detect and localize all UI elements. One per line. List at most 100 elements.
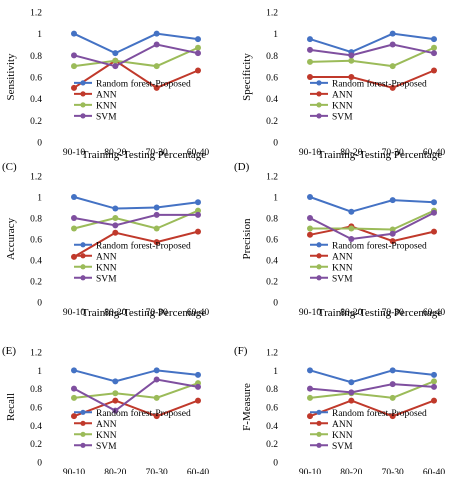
- y-tick-label: 1: [273, 194, 278, 204]
- series-line: [309, 225, 435, 243]
- data-point: [71, 52, 77, 59]
- y-tick-label: 0: [37, 139, 42, 149]
- data-point: [348, 397, 355, 404]
- legend-marker: [80, 409, 86, 415]
- series-line: [73, 46, 199, 68]
- data-point: [153, 367, 160, 374]
- data-point: [307, 394, 313, 401]
- legend-label: ANN: [96, 420, 117, 430]
- data-point: [307, 413, 313, 420]
- data-point: [153, 63, 160, 70]
- data-point: [71, 394, 77, 401]
- legend-label: Random forest-Proposed: [96, 240, 191, 251]
- data-point: [112, 378, 119, 385]
- y-tick-label: 1: [37, 30, 42, 40]
- x-tick-label: 80-20: [104, 148, 126, 158]
- data-point: [195, 199, 201, 206]
- legend-label: KNN: [96, 101, 117, 111]
- legend-marker: [80, 113, 86, 119]
- series-line: [309, 43, 435, 57]
- data-point: [348, 74, 355, 80]
- legend-marker: [80, 80, 86, 86]
- legend-label: KNN: [332, 263, 353, 273]
- data-point: [112, 390, 119, 397]
- y-tick-label: 0.2: [30, 278, 42, 288]
- data-point: [389, 394, 396, 401]
- legend-label: SVM: [332, 112, 353, 122]
- y-tick-label: 1.2: [266, 9, 278, 19]
- legend-label: SVM: [332, 442, 353, 452]
- series-line: [309, 211, 435, 241]
- data-point: [112, 407, 119, 414]
- y-axis-label: Recall: [5, 393, 17, 421]
- y-axis-label: Accuracy: [5, 217, 17, 260]
- data-point: [112, 222, 119, 229]
- x-axis-label: Training-Testing Percentage: [82, 307, 206, 319]
- series-line: [309, 380, 435, 399]
- y-tick-label: 0.4: [266, 95, 278, 105]
- panel-3: (C) 0 0.2 0.4 0.6 0.8 1 1.2 Accuracy 90-10 80-20 70…: [2, 161, 209, 319]
- x-tick-label: 70-30: [382, 468, 404, 474]
- x-tick-label: 90-10: [299, 148, 321, 158]
- data-point: [195, 50, 201, 57]
- data-point: [389, 367, 396, 374]
- y-tick-label: 0.8: [266, 385, 278, 395]
- data-point: [153, 204, 160, 211]
- panel-4: (D) 0 0.2 0.4 0.6 0.8 1 1.2 Precision 90-10 80-20 7…: [234, 161, 445, 319]
- data-point: [431, 44, 437, 51]
- data-point: [348, 379, 355, 386]
- data-point: [71, 30, 77, 37]
- x-tick-label: 60-40: [423, 468, 445, 474]
- x-tick-label: 80-20: [340, 308, 362, 318]
- panel-1: 0 0.2 0.4 0.6 0.8 1 1.2 Sensitivity 90-10 80-20 70…: [5, 9, 209, 162]
- data-point: [112, 229, 119, 236]
- y-tick-label: 0.6: [30, 74, 42, 84]
- legend-marker: [316, 275, 322, 281]
- y-tick-label: 0.8: [266, 52, 278, 62]
- data-point: [112, 397, 119, 404]
- data-point: [307, 385, 313, 392]
- legend-marker: [316, 431, 322, 437]
- data-point: [348, 52, 355, 59]
- series-line: [309, 196, 435, 213]
- data-point: [153, 394, 160, 401]
- data-point: [307, 231, 313, 238]
- x-tick-label: 80-20: [104, 308, 126, 318]
- x-tick-label: 60-40: [423, 308, 445, 318]
- y-tick-label: 0.2: [266, 278, 278, 288]
- legend-marker: [316, 420, 322, 426]
- series-line: [73, 230, 199, 258]
- series-line: [73, 369, 199, 383]
- data-point: [431, 36, 437, 43]
- data-point: [348, 389, 355, 396]
- legend-marker: [80, 431, 86, 437]
- data-point: [348, 225, 355, 232]
- data-point: [195, 371, 201, 378]
- data-point: [112, 215, 119, 221]
- x-axis-label: Training-Testing Percentage: [318, 149, 442, 161]
- data-point: [195, 207, 201, 214]
- x-tick-label: 60-40: [187, 148, 209, 158]
- y-tick-label: 0: [273, 459, 278, 469]
- legend-marker: [80, 242, 86, 248]
- legend-marker: [316, 264, 322, 270]
- data-point: [389, 226, 396, 233]
- data-point: [112, 205, 119, 212]
- data-point: [112, 63, 119, 70]
- y-tick-label: 1: [273, 367, 278, 377]
- series-line: [73, 32, 199, 55]
- legend-marker: [316, 253, 322, 259]
- y-tick-label: 0.6: [30, 236, 42, 246]
- y-tick-label: 0.8: [30, 215, 42, 225]
- data-point: [307, 225, 313, 232]
- data-point: [431, 50, 437, 57]
- data-point: [389, 197, 396, 204]
- data-point: [112, 57, 119, 64]
- y-axis-label: Precision: [241, 218, 253, 259]
- data-point: [153, 30, 160, 37]
- data-point: [431, 228, 437, 235]
- data-point: [431, 67, 437, 74]
- y-tick-label: 0.8: [266, 215, 278, 225]
- panel-label: (C): [2, 161, 17, 173]
- legend-marker: [80, 253, 86, 259]
